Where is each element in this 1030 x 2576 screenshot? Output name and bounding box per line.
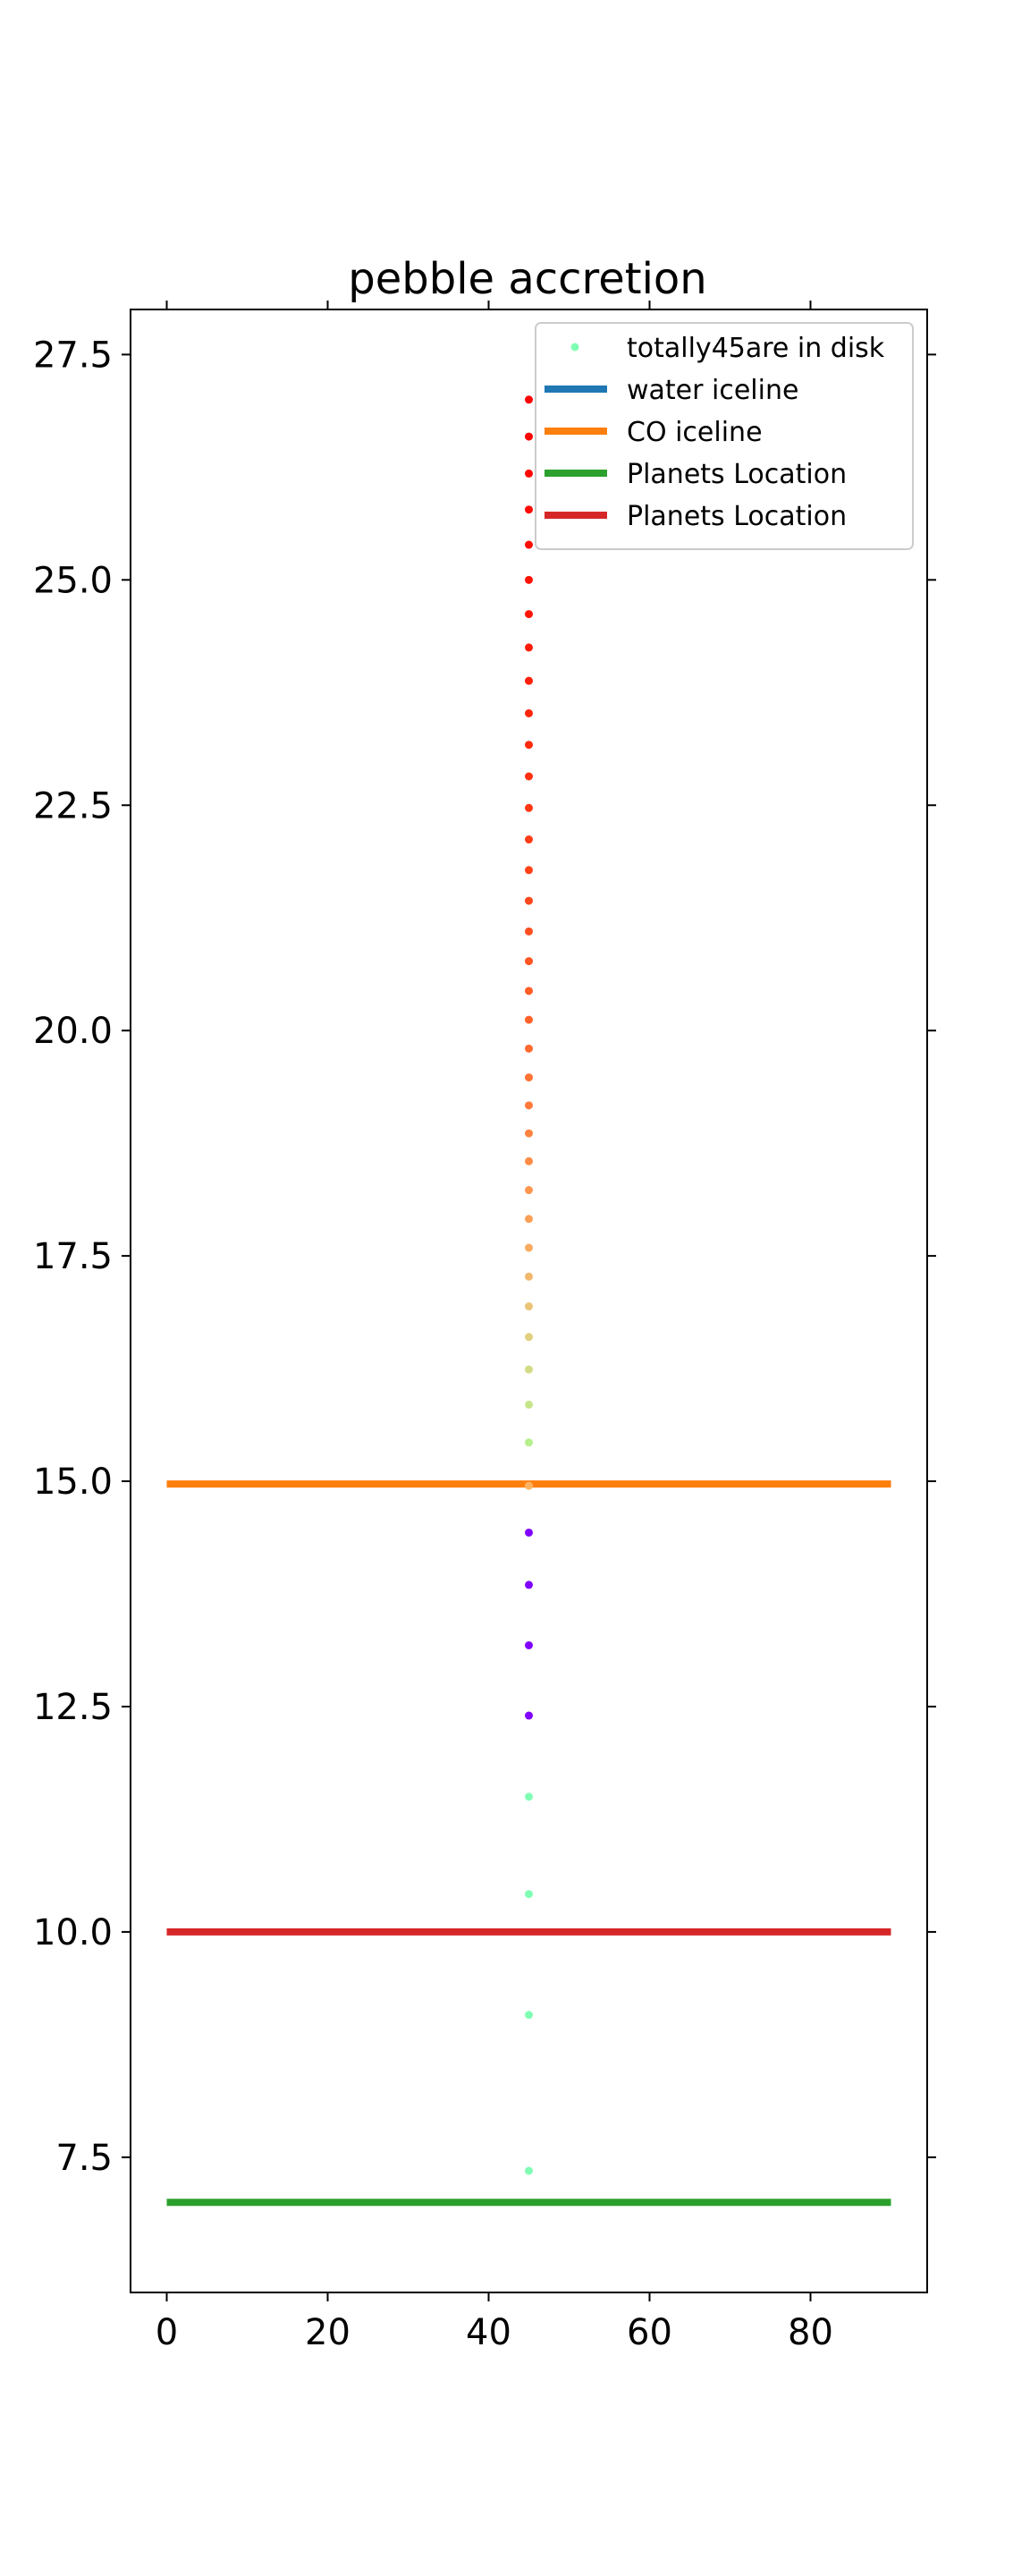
data-point	[525, 1400, 533, 1409]
legend-label: water iceline	[627, 375, 798, 406]
data-point	[525, 505, 533, 514]
legend-label: Planets Location	[627, 501, 847, 532]
axes-frame	[130, 309, 928, 2293]
data-point	[525, 1333, 533, 1342]
data-point	[525, 772, 533, 781]
y-tick-label: 27.5	[33, 335, 113, 376]
y-tick-label: 25.0	[33, 560, 113, 601]
data-point	[525, 1272, 533, 1281]
data-point	[525, 1044, 533, 1053]
data-point	[525, 987, 533, 996]
data-point	[525, 1365, 533, 1374]
data-point	[525, 1302, 533, 1311]
data-point	[525, 1101, 533, 1110]
data-point	[525, 1711, 533, 1720]
y-tick-label: 7.5	[55, 2138, 113, 2179]
data-point	[525, 676, 533, 685]
x-tick-label: 40	[466, 2312, 511, 2353]
data-point	[525, 1580, 533, 1589]
x-tick-label: 0	[156, 2312, 178, 2353]
data-point	[525, 575, 533, 584]
axes: 0 20 40 60 80 7.5 10.0 12.5 15.0 17.5 20.0 22.5 25.0…	[33, 301, 936, 2353]
data-point	[525, 741, 533, 750]
data-point	[525, 1438, 533, 1447]
chart-title: pebble accretion	[348, 254, 706, 304]
y-tick-label: 10.0	[33, 1912, 113, 1953]
data-point	[525, 866, 533, 875]
legend: totally45are in disk water iceline CO icel…	[535, 322, 914, 550]
y-tick-label: 20.0	[33, 1011, 113, 1052]
x-tick-label: 80	[788, 2312, 833, 2353]
y-tick-label: 12.5	[33, 1687, 113, 1728]
legend-box	[535, 322, 914, 550]
data-point	[525, 1481, 533, 1490]
data-point	[525, 540, 533, 549]
plot-area	[166, 395, 891, 2207]
x-tick-label: 20	[305, 2312, 350, 2353]
data-point	[525, 1015, 533, 1024]
data-point	[525, 835, 533, 844]
data-point	[525, 1157, 533, 1165]
data-point	[525, 896, 533, 905]
data-point	[525, 1890, 533, 1899]
data-point	[525, 643, 533, 652]
data-point	[525, 469, 533, 478]
data-point	[525, 2011, 533, 2020]
data-point	[525, 1215, 533, 1224]
data-point	[525, 957, 533, 966]
data-point	[525, 1129, 533, 1138]
y-tick-label: 15.0	[33, 1462, 113, 1503]
data-point	[525, 708, 533, 717]
data-point	[525, 1243, 533, 1252]
x-tick-label: 60	[627, 2312, 672, 2353]
data-point	[525, 2166, 533, 2175]
data-point	[525, 395, 533, 404]
data-point	[525, 1186, 533, 1195]
data-point	[525, 1073, 533, 1082]
data-point	[525, 1528, 533, 1537]
y-tick-label: 22.5	[33, 785, 113, 826]
legend-label: totally45are in disk	[627, 333, 885, 364]
data-point	[525, 432, 533, 441]
legend-marker	[570, 343, 579, 352]
data-point	[525, 1640, 533, 1649]
data-point	[525, 610, 533, 619]
y-tick-label: 17.5	[33, 1236, 113, 1277]
data-point	[525, 927, 533, 936]
data-point	[525, 803, 533, 812]
legend-label: CO iceline	[627, 417, 763, 448]
legend-label: Planets Location	[627, 459, 847, 490]
data-point	[525, 1792, 533, 1801]
